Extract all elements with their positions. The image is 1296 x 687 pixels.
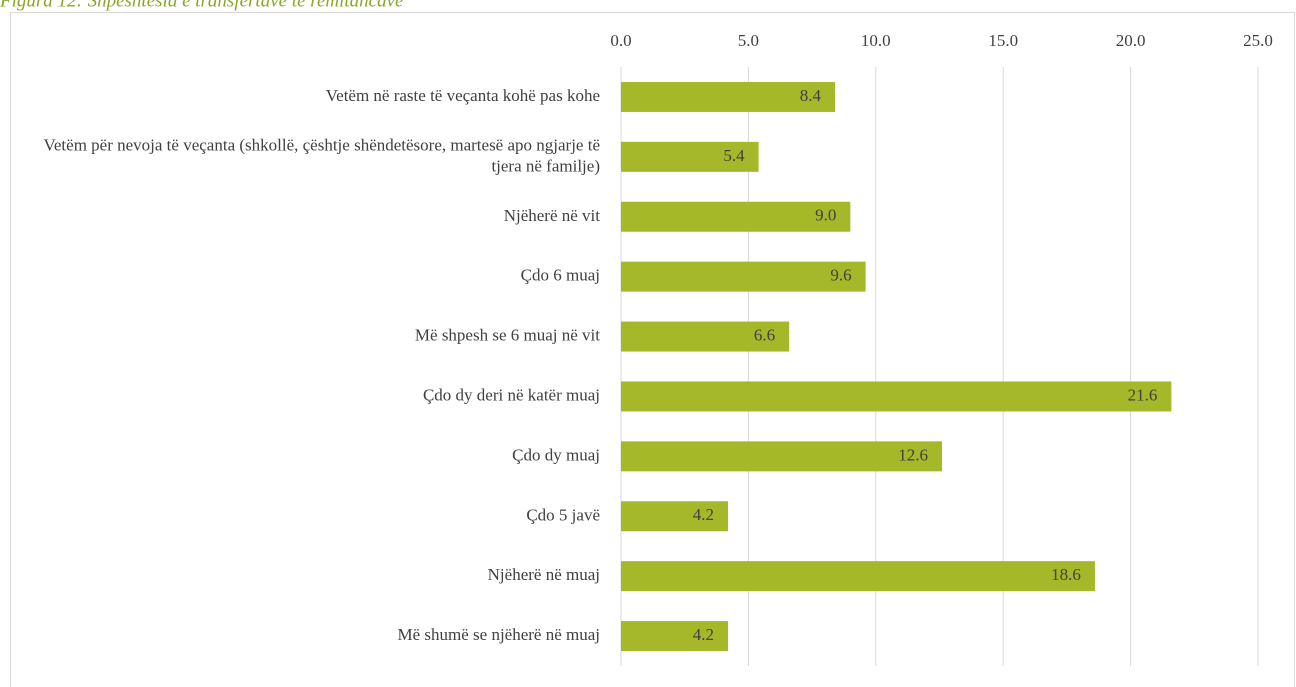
bar [621, 621, 729, 652]
x-tick-label: 20.0 [1116, 31, 1146, 50]
value-label: 4.2 [693, 625, 714, 644]
chart-title: Figura 12: Shpeshtësia e transfertave të… [0, 0, 403, 11]
y-tick-label: Më shumë se njëherë në muaj [397, 625, 600, 644]
x-tick-label: 15.0 [988, 31, 1018, 50]
value-label: 6.6 [754, 325, 775, 344]
y-tick-label: Njëherë në muaj [488, 565, 600, 584]
value-label: 4.2 [693, 505, 714, 524]
value-label: 8.4 [800, 86, 822, 105]
y-tick-label: Vetëm në raste të veçanta kohë pas kohe [326, 86, 600, 105]
bar [621, 561, 1095, 592]
bar [621, 81, 836, 112]
bar [621, 261, 866, 292]
value-label: 9.0 [815, 206, 836, 225]
y-tick-label: Çdo 6 muaj [521, 266, 600, 285]
bar [621, 501, 729, 532]
value-label: 21.6 [1128, 385, 1158, 404]
y-tick-label: Çdo 5 javë [526, 505, 600, 524]
bar [621, 141, 759, 172]
bar [621, 321, 790, 352]
y-tick-label: Çdo dy muaj [512, 445, 600, 464]
x-tick-label: 25.0 [1243, 31, 1273, 50]
bar [621, 441, 943, 472]
x-tick-label: 0.0 [610, 31, 631, 50]
bar [621, 201, 851, 232]
value-label: 12.6 [898, 445, 928, 464]
value-label: 9.6 [830, 266, 851, 285]
value-label: 5.4 [723, 146, 745, 165]
value-label: 18.6 [1051, 565, 1081, 584]
x-tick-label: 10.0 [861, 31, 891, 50]
y-tick-label: Njëherë në vit [504, 206, 601, 225]
bar [621, 381, 1172, 412]
x-tick-label: 5.0 [738, 31, 759, 50]
y-tick-label: Çdo dy deri në katër muaj [423, 385, 600, 404]
y-tick-label: Më shpesh se 6 muaj në vit [415, 325, 600, 344]
y-tick-label: Vetëm për nevoja të veçanta (shkollë, çë… [43, 135, 600, 175]
chart-frame [10, 12, 1295, 687]
